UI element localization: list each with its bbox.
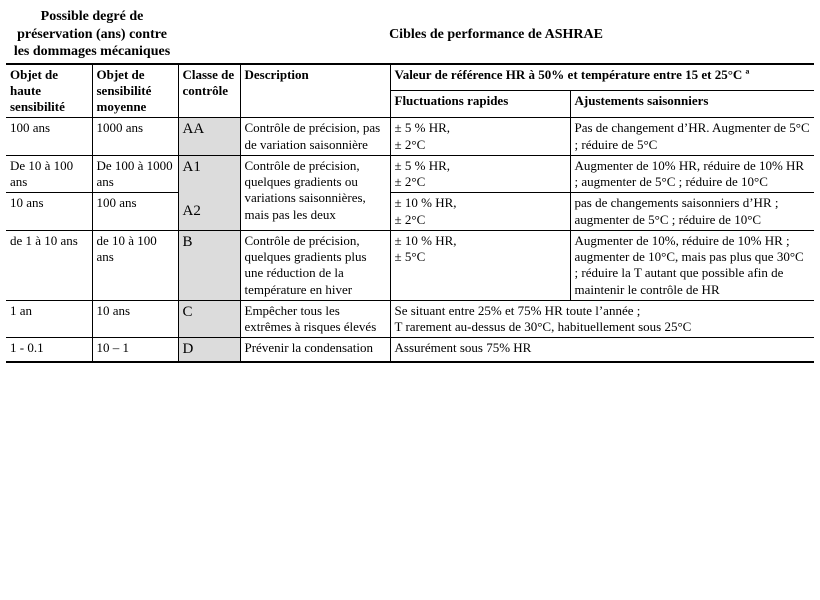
cell-med-sens: 10 – 1	[92, 338, 178, 362]
cell-class: A2	[178, 193, 240, 231]
cell-description: Contrôle de précision, pas de variation …	[240, 118, 390, 156]
cell-med-sens: de 10 à 100 ans	[92, 230, 178, 300]
table-row: de 1 à 10 ans de 10 à 100 ans B Contrôle…	[6, 230, 814, 300]
col-seasonal: Ajustements saisonniers	[570, 91, 814, 118]
col-high-sens: Objet de haute sensibilité	[6, 64, 92, 118]
cell-high-sens: 1 - 0.1	[6, 338, 92, 362]
cell-seasonal: Augmenter de 10%, réduire de 10% HR ; au…	[570, 230, 814, 300]
col-description: Description	[240, 64, 390, 118]
table-row: 1 - 0.1 10 – 1 D Prévenir la condensatio…	[6, 338, 814, 362]
cell-fluct-seasonal-span: Assurément sous 75% HR	[390, 338, 814, 362]
cell-description: Contrôle de précision, quelques gradient…	[240, 155, 390, 230]
cell-fluctuations: ± 10 % HR, ± 5°C	[390, 230, 570, 300]
cell-fluctuations: ± 5 % HR, ± 2°C	[390, 155, 570, 193]
column-header-row: Objet de haute sensibilité Objet de sens…	[6, 64, 814, 91]
cell-med-sens: 10 ans	[92, 300, 178, 338]
cell-class: B	[178, 230, 240, 300]
col-class: Classe de contrôle	[178, 64, 240, 118]
cell-fluct-seasonal-span: Se situant entre 25% et 75% HR toute l’a…	[390, 300, 814, 338]
cell-high-sens: De 10 à 100 ans	[6, 155, 92, 193]
cell-high-sens: 10 ans	[6, 193, 92, 231]
cell-class: D	[178, 338, 240, 362]
cell-med-sens: 1000 ans	[92, 118, 178, 156]
col-fluctuations: Fluctuations rapides	[390, 91, 570, 118]
cell-fluctuations: ± 5 % HR, ± 2°C	[390, 118, 570, 156]
cell-seasonal: Pas de changement d’HR. Augmenter de 5°C…	[570, 118, 814, 156]
header-row: Possible degré de préservation (ans) con…	[6, 6, 814, 64]
table-row: 100 ans 1000 ans AA Contrôle de précisio…	[6, 118, 814, 156]
header-right: Cibles de performance de ASHRAE	[178, 6, 814, 64]
cell-class: A1	[178, 155, 240, 193]
cell-high-sens: 1 an	[6, 300, 92, 338]
col-reference-group: Valeur de référence HR à 50% et températ…	[390, 64, 814, 91]
cell-description: Empêcher tous les extrêmes à risques éle…	[240, 300, 390, 338]
col-med-sens: Objet de sensibilité moyenne	[92, 64, 178, 118]
ashrae-table: Possible degré de préservation (ans) con…	[6, 6, 814, 363]
cell-seasonal: pas de changements saisonniers d’HR ; au…	[570, 193, 814, 231]
cell-med-sens: De 100 à 1000 ans	[92, 155, 178, 193]
table-row: 10 ans 100 ans A2 ± 10 % HR, ± 2°C pas d…	[6, 193, 814, 231]
cell-description: Prévenir la condensation	[240, 338, 390, 362]
cell-high-sens: 100 ans	[6, 118, 92, 156]
cell-seasonal: Augmenter de 10% HR, réduire de 10% HR ;…	[570, 155, 814, 193]
cell-description: Contrôle de précision, quelques gradient…	[240, 230, 390, 300]
cell-fluctuations: ± 10 % HR, ± 2°C	[390, 193, 570, 231]
table-row: De 10 à 100 ans De 100 à 1000 ans A1 Con…	[6, 155, 814, 193]
cell-class: C	[178, 300, 240, 338]
table-row: 1 an 10 ans C Empêcher tous les extrêmes…	[6, 300, 814, 338]
cell-high-sens: de 1 à 10 ans	[6, 230, 92, 300]
header-left: Possible degré de préservation (ans) con…	[6, 6, 178, 64]
cell-med-sens: 100 ans	[92, 193, 178, 231]
cell-class: AA	[178, 118, 240, 156]
